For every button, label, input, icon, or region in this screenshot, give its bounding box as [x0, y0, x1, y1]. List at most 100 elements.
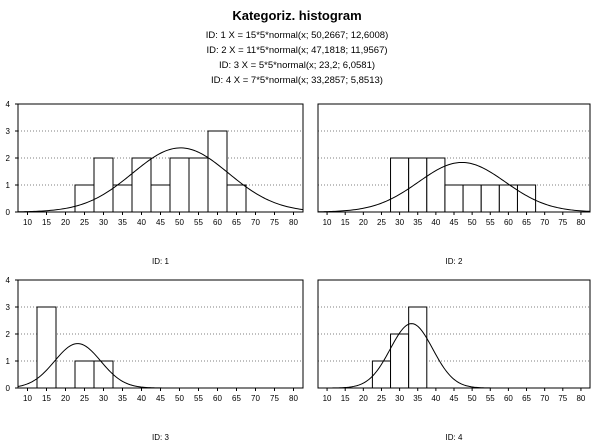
- histogram-bar: [150, 184, 171, 213]
- x-tick-label: 35: [413, 394, 422, 403]
- chart-subtitle-1: ID: 1 X = 15*5*normal(x; 50,2667; 12,600…: [206, 30, 388, 41]
- x-tick-label: 35: [118, 394, 127, 403]
- x-tick-label: 20: [359, 394, 368, 403]
- x-tick-label: 40: [137, 218, 146, 227]
- x-tick-label: 45: [450, 218, 459, 227]
- x-tick-label: 65: [522, 394, 531, 403]
- histogram-bar: [390, 333, 410, 389]
- x-tick-label: 10: [23, 394, 32, 403]
- x-tick-label: 10: [23, 218, 32, 227]
- x-tick-label: 65: [232, 394, 241, 403]
- x-tick-label: 45: [450, 394, 459, 403]
- histogram-bar: [444, 184, 464, 213]
- x-tick-label: 55: [194, 394, 203, 403]
- x-tick-label: 45: [156, 218, 165, 227]
- histogram-bar: [207, 130, 228, 213]
- panel-2: 10 15 20 25 30 35 40 45 50 55 60 65 70 75 80 ID: 2: [317, 103, 591, 266]
- x-tick-label: 15: [341, 218, 350, 227]
- panel-label: ID: 3: [152, 433, 169, 442]
- panel-4: 10 15 20 25 30 35 40 45 50 55 60 65 70 75 80 ID: 4: [317, 279, 591, 442]
- x-tick-label: 60: [213, 394, 222, 403]
- x-tick-label: 30: [99, 394, 108, 403]
- x-tick-label: 75: [558, 394, 567, 403]
- x-tick-label: 70: [251, 218, 260, 227]
- histogram-bar: [226, 184, 247, 213]
- x-tick-label: 30: [395, 218, 404, 227]
- x-tick-label: 45: [156, 394, 165, 403]
- x-tick-label: 60: [504, 394, 513, 403]
- panel-3: 10 15 20 25 30 35 40 45 50 55 60 65 70 75 80 0 1 2 3 4 ID: 3: [6, 276, 304, 442]
- histogram-bar: [93, 157, 114, 213]
- histogram-bar: [188, 157, 209, 213]
- y-tick-label: 0: [6, 384, 11, 393]
- x-tick-label: 25: [80, 218, 89, 227]
- normal-curve: [317, 323, 590, 389]
- x-tick-label: 65: [522, 218, 531, 227]
- chart-title: Kategoriz. histogram: [232, 8, 361, 23]
- x-tick-label: 80: [289, 218, 298, 227]
- histogram-bar: [74, 184, 95, 213]
- chart-subtitle-2: ID: 2 X = 11*5*normal(x; 47,1818; 11,956…: [206, 45, 387, 56]
- histogram-bar: [462, 184, 482, 213]
- x-tick-label: 15: [42, 394, 51, 403]
- x-tick-label: 10: [323, 218, 332, 227]
- x-tick-label: 20: [61, 218, 70, 227]
- histogram-bar: [408, 306, 428, 389]
- histogram-bar: [480, 184, 500, 213]
- x-tick-label: 55: [194, 218, 203, 227]
- y-tick-label: 0: [6, 208, 11, 217]
- x-tick-label: 80: [576, 218, 585, 227]
- x-tick-label: 50: [468, 218, 477, 227]
- x-tick-label: 35: [413, 218, 422, 227]
- chart-subtitle-3: ID: 3 X = 5*5*normal(x; 23,2; 6,0581): [219, 60, 375, 71]
- x-tick-label: 75: [270, 218, 279, 227]
- y-tick-label: 3: [6, 303, 11, 312]
- x-tick-label: 60: [213, 218, 222, 227]
- histogram-bar: [498, 184, 518, 213]
- x-tick-label: 25: [80, 394, 89, 403]
- x-tick-label: 55: [486, 218, 495, 227]
- x-tick-label: 80: [576, 394, 585, 403]
- y-tick-label: 1: [6, 357, 11, 366]
- y-tick-label: 4: [6, 100, 11, 109]
- histogram-bar: [390, 157, 410, 213]
- x-tick-label: 75: [558, 218, 567, 227]
- x-tick-label: 50: [175, 218, 184, 227]
- x-tick-label: 25: [377, 218, 386, 227]
- x-tick-label: 30: [99, 218, 108, 227]
- y-tick-label: 2: [6, 330, 11, 339]
- x-tick-label: 40: [431, 394, 440, 403]
- x-tick-label: 70: [540, 394, 549, 403]
- x-tick-label: 55: [486, 394, 495, 403]
- x-tick-label: 30: [395, 394, 404, 403]
- normal-curve: [17, 343, 303, 389]
- x-tick-label: 75: [270, 394, 279, 403]
- x-tick-label: 15: [341, 394, 350, 403]
- x-tick-label: 25: [377, 394, 386, 403]
- chart-subtitle-4: ID: 4 X = 7*5*normal(x; 33,2857; 5,8513): [211, 75, 383, 86]
- x-tick-label: 35: [118, 218, 127, 227]
- x-tick-label: 70: [540, 218, 549, 227]
- x-tick-label: 80: [289, 394, 298, 403]
- y-tick-label: 1: [6, 181, 11, 190]
- panel-label: ID: 2: [446, 257, 463, 266]
- x-tick-label: 70: [251, 394, 260, 403]
- x-tick-label: 60: [504, 218, 513, 227]
- x-tick-label: 40: [431, 218, 440, 227]
- y-tick-label: 4: [6, 276, 11, 285]
- panel-1: 10 15 20 25 30 35 40 45 50 55 60 65 70 75 80 0 1 2 3 4 ID: 1: [6, 100, 304, 266]
- histogram-bar: [408, 157, 428, 213]
- x-tick-label: 20: [359, 218, 368, 227]
- x-tick-label: 10: [323, 394, 332, 403]
- x-tick-label: 50: [175, 394, 184, 403]
- x-tick-label: 20: [61, 394, 70, 403]
- y-tick-label: 2: [6, 154, 11, 163]
- histogram-bar: [169, 157, 190, 213]
- x-tick-label: 50: [468, 394, 477, 403]
- histogram-bar: [426, 157, 446, 213]
- x-tick-label: 65: [232, 218, 241, 227]
- normal-curve: [317, 161, 591, 213]
- histogram-bar: [74, 360, 95, 389]
- normal-curve: [17, 147, 304, 213]
